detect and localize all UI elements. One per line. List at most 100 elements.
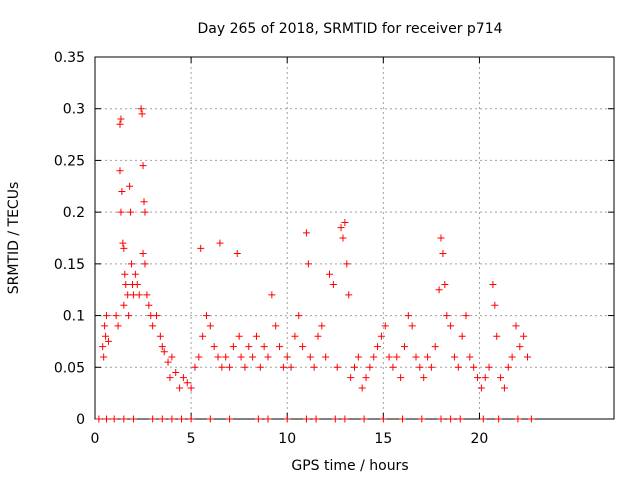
data-point: [141, 208, 149, 216]
y-tick-label: 0.3: [63, 102, 85, 118]
data-point: [229, 343, 237, 351]
data-point: [102, 332, 110, 340]
data-point: [520, 332, 528, 340]
data-point: [222, 353, 230, 361]
data-point: [329, 281, 337, 289]
data-point: [245, 343, 253, 351]
data-point: [216, 239, 224, 247]
y-tick-label: 0.25: [54, 153, 85, 169]
data-point: [264, 353, 272, 361]
data-point: [310, 363, 318, 371]
data-point: [252, 332, 260, 340]
x-axis-label: GPS time / hours: [291, 458, 408, 474]
data-point: [527, 415, 535, 423]
data-point: [400, 343, 408, 351]
data-point: [226, 363, 234, 371]
data-point: [119, 239, 127, 247]
data-point: [341, 415, 349, 423]
data-point: [326, 270, 334, 278]
data-point: [418, 415, 426, 423]
data-point: [441, 281, 449, 289]
data-point: [343, 260, 351, 268]
data-point: [183, 379, 191, 387]
data-point: [158, 415, 166, 423]
data-point: [437, 234, 445, 242]
data-point: [197, 244, 205, 252]
data-point: [495, 415, 503, 423]
data-point: [314, 332, 322, 340]
y-tick-label: 0.15: [54, 257, 85, 273]
data-point: [241, 363, 249, 371]
data-point: [331, 415, 339, 423]
data-point: [254, 415, 262, 423]
data-point: [354, 353, 362, 361]
data-point: [153, 312, 161, 320]
data-point: [264, 415, 272, 423]
data-point: [279, 363, 287, 371]
data-point: [103, 312, 111, 320]
data-point: [276, 343, 284, 351]
data-point: [129, 415, 137, 423]
data-point: [249, 353, 257, 361]
data-point: [516, 343, 524, 351]
data-point: [524, 353, 531, 361]
data-point: [477, 384, 485, 392]
data-point: [199, 332, 207, 340]
data-point: [133, 281, 141, 289]
data-point: [145, 301, 153, 309]
data-point: [120, 415, 128, 423]
data-point: [272, 322, 280, 330]
data-point: [514, 415, 522, 423]
data-point: [126, 182, 134, 190]
data-point: [139, 162, 147, 170]
data-point: [447, 322, 455, 330]
data-point: [408, 322, 416, 330]
data-point: [493, 332, 501, 340]
y-tick-label: 0.35: [54, 50, 85, 66]
y-tick-label: 0.1: [63, 309, 85, 325]
data-point: [118, 187, 126, 195]
data-point: [127, 208, 135, 216]
data-point: [389, 363, 397, 371]
x-tick-label: 20: [471, 431, 489, 447]
data-point: [474, 374, 482, 382]
data-point: [191, 363, 199, 371]
data-point: [143, 291, 151, 299]
data-point: [450, 353, 458, 361]
data-point: [366, 363, 374, 371]
data-point: [256, 363, 264, 371]
data-point: [137, 105, 145, 113]
data-point: [431, 343, 439, 351]
data-point: [295, 312, 303, 320]
data-point: [158, 343, 166, 351]
x-tick-label: 15: [374, 431, 392, 447]
data-point: [214, 353, 222, 361]
data-point: [479, 415, 487, 423]
data-point: [424, 353, 432, 361]
y-tick-label: 0.05: [54, 360, 85, 376]
data-point: [117, 208, 125, 216]
y-tick-label: 0: [76, 412, 85, 428]
plot-frame: [94, 56, 615, 420]
data-point: [160, 348, 168, 356]
data-point: [164, 358, 172, 366]
data-point: [268, 291, 276, 299]
data-point: [206, 415, 214, 423]
data-point: [412, 353, 420, 361]
data-point: [99, 343, 107, 351]
data-point: [283, 415, 291, 423]
data-point: [302, 415, 310, 423]
data-point: [226, 415, 234, 423]
data-point: [439, 250, 447, 258]
data-point: [101, 322, 109, 330]
data-point: [491, 301, 499, 309]
data-point: [156, 332, 164, 340]
data-point: [116, 167, 124, 175]
data-point: [370, 353, 378, 361]
data-point: [121, 270, 129, 278]
data-point: [454, 363, 462, 371]
data-point: [110, 415, 118, 423]
data-point: [416, 363, 424, 371]
data-point: [125, 312, 133, 320]
